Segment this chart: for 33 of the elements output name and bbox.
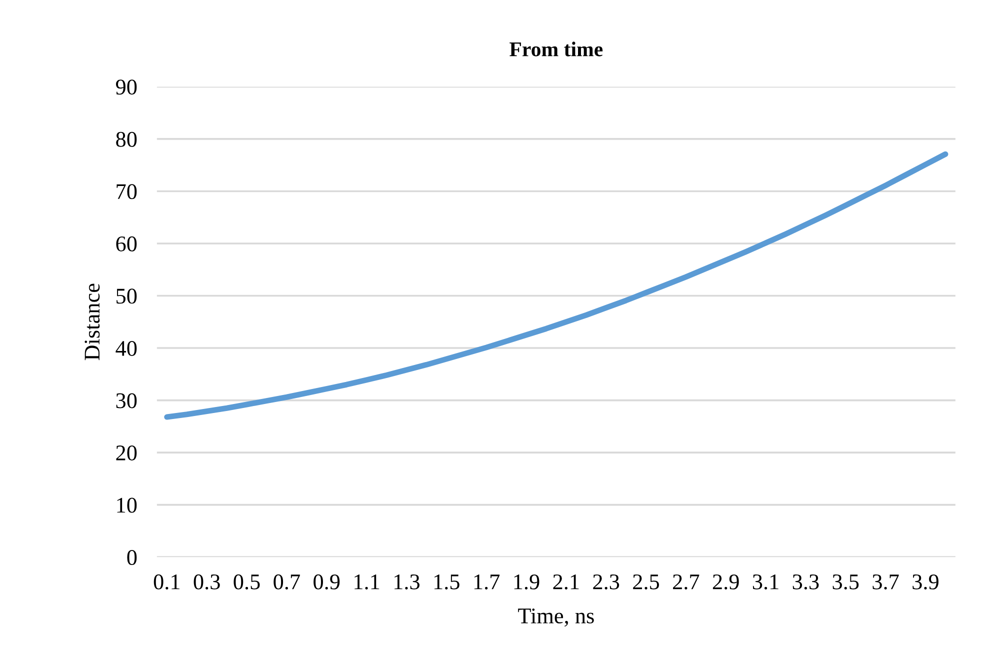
y-tick-label: 50 [116, 288, 137, 304]
y-tick-label: 0 [127, 550, 137, 566]
x-tick-label: 2.1 [553, 574, 579, 590]
x-tick-label: 0.9 [314, 574, 340, 590]
y-tick-label: 90 [116, 80, 137, 95]
x-tick-label: 3.3 [792, 574, 819, 590]
y-tick-label: 70 [116, 184, 137, 200]
x-tick-label: 3.7 [872, 574, 899, 590]
x-tick-label: 2.9 [712, 574, 739, 590]
y-axis-title: Distance [84, 284, 100, 360]
x-tick-label: 1.7 [474, 574, 500, 590]
x-axis-title: Time, ns [518, 608, 594, 627]
x-tick-label: 0.5 [234, 574, 260, 590]
x-tick-label: 0.7 [274, 574, 300, 590]
y-tick-label: 80 [116, 132, 137, 147]
x-tick-label: 1.1 [354, 574, 380, 590]
chart-title: From time [510, 42, 603, 56]
x-tick-label: 2.7 [673, 574, 700, 590]
x-tick-label: 2.3 [593, 574, 620, 590]
x-tick-label: 1.3 [394, 574, 420, 590]
x-tick-label: 1.5 [434, 574, 460, 590]
x-tick-label: 0.3 [194, 574, 220, 590]
x-tick-label: 3.1 [752, 574, 778, 590]
y-tick-label: 60 [116, 236, 137, 252]
y-tick-label: 40 [116, 340, 137, 356]
y-tick-label: 20 [116, 445, 137, 460]
x-tick-label: 3.5 [832, 574, 859, 590]
x-tick-label: 3.9 [912, 574, 938, 590]
y-tick-label: 10 [117, 498, 137, 513]
x-tick-label: 2.5 [633, 574, 660, 590]
x-tick-label: 0.1 [154, 574, 180, 590]
x-tick-label: 1.9 [514, 574, 540, 590]
y-tick-label: 30 [116, 393, 137, 408]
